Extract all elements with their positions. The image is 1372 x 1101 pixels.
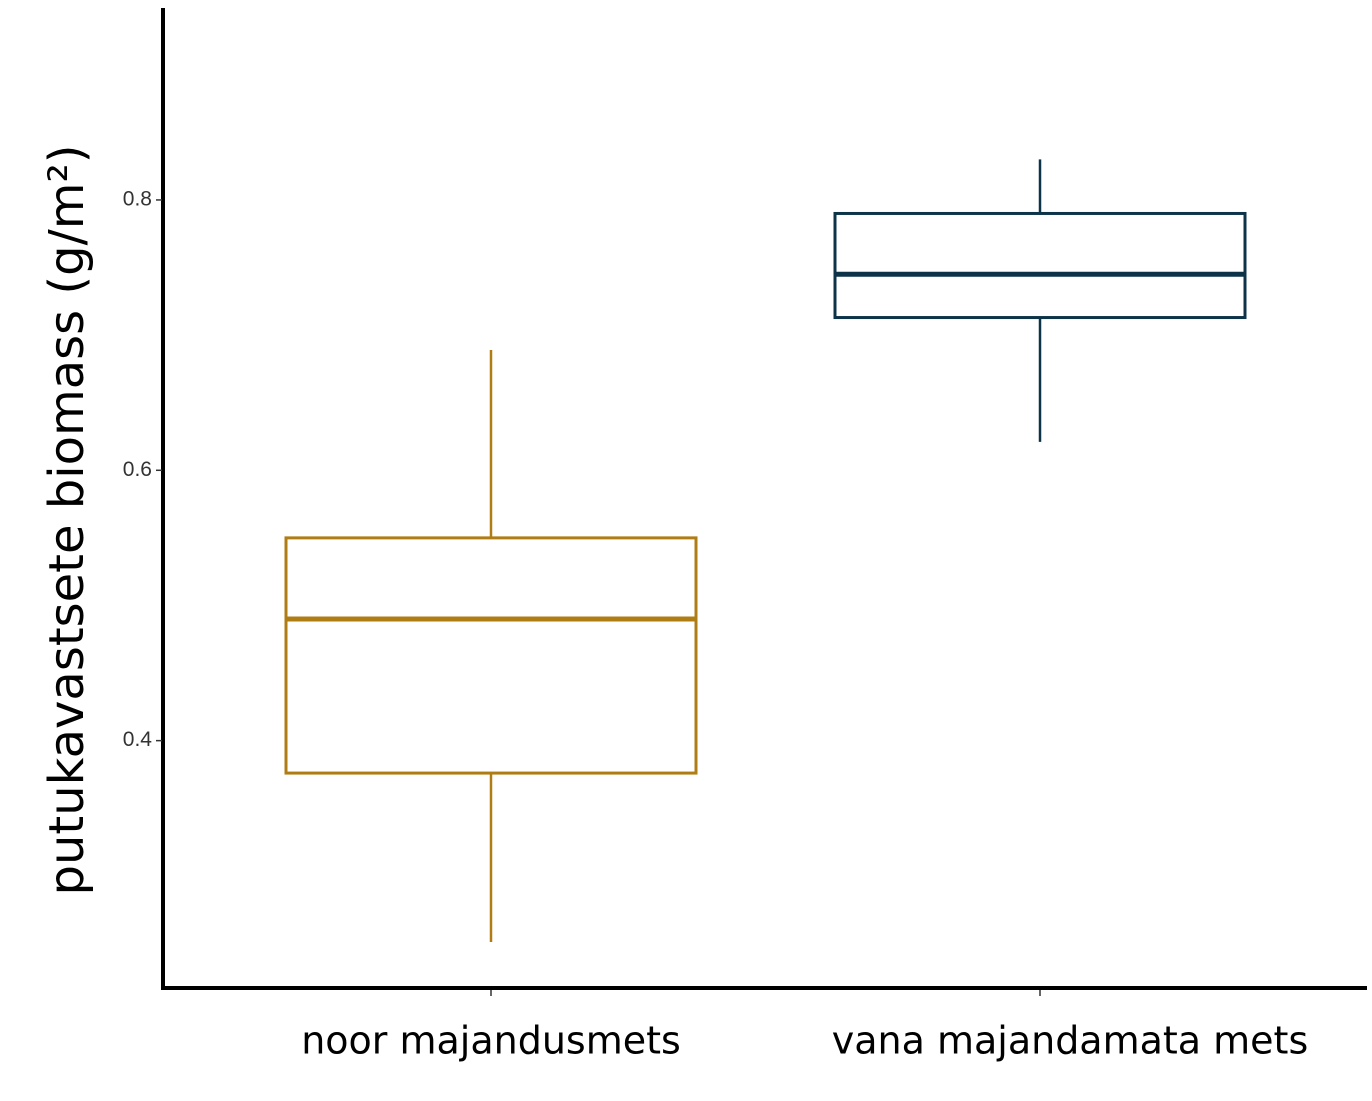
box [284, 536, 698, 775]
box [833, 211, 1247, 320]
y-tick-label: 0.6 [123, 458, 152, 481]
y-tick-label: 0.4 [123, 728, 153, 751]
x-tick-label: noor majandusmets [301, 1019, 681, 1063]
y-axis-label: putukavastsete biomass (g/m²) [39, 144, 95, 895]
y-tick-label: 0.8 [123, 187, 152, 210]
x-tick-label: vana majandamata mets [832, 1019, 1309, 1063]
